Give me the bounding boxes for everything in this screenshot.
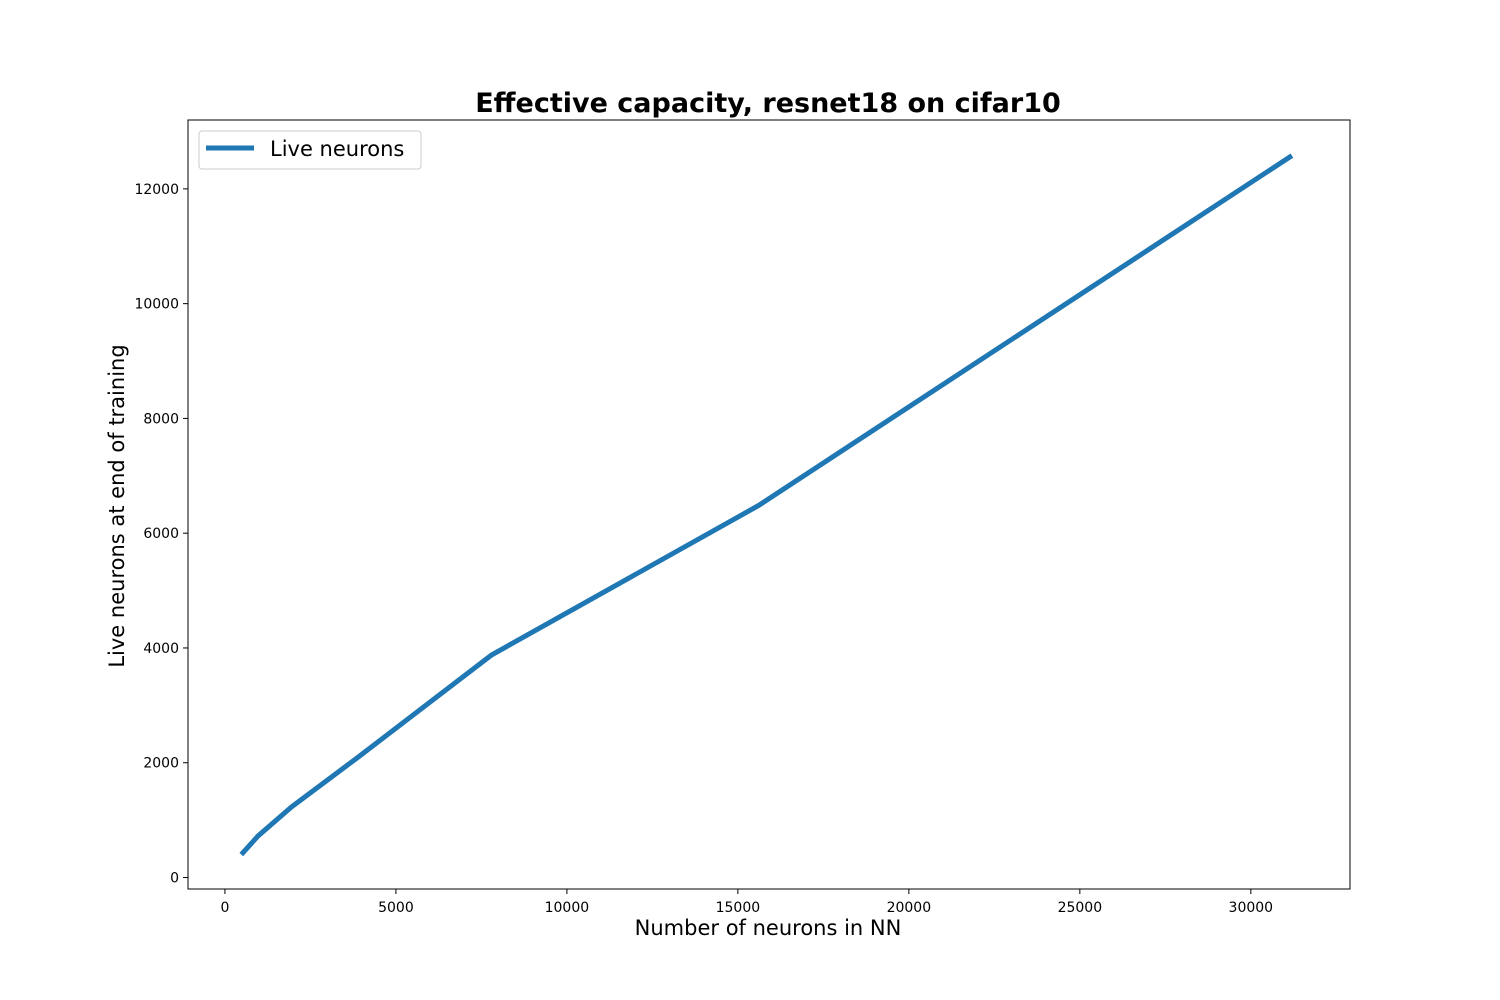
legend-box bbox=[198, 130, 422, 170]
y-tick-label: 4000 bbox=[143, 641, 179, 657]
plot-area bbox=[188, 120, 1350, 889]
plot-frame bbox=[187, 119, 1351, 890]
x-tick-label: 5000 bbox=[378, 900, 414, 916]
x-axis-ticks: 0 5000 10000 15000 20000 25000 30000 bbox=[220, 889, 1273, 916]
y-tick-label: 12000 bbox=[134, 182, 179, 198]
x-tick-label: 20000 bbox=[887, 900, 932, 916]
x-axis-label: Number of neurons in NN bbox=[635, 916, 902, 940]
legend-label-live-neurons: Live neurons bbox=[270, 137, 404, 161]
x-tick-label: 10000 bbox=[545, 900, 590, 916]
y-tick-label: 2000 bbox=[143, 756, 179, 772]
series-line-live-neurons bbox=[239, 153, 1294, 857]
x-tick-label: 0 bbox=[220, 900, 229, 916]
x-tick-label: 15000 bbox=[716, 900, 761, 916]
y-tick-label: 0 bbox=[170, 871, 179, 887]
y-tick-label: 8000 bbox=[143, 411, 179, 427]
y-tick-label: 10000 bbox=[134, 297, 179, 313]
legend: Live neurons bbox=[198, 130, 422, 170]
chart-title: Effective capacity, resnet18 on cifar10 bbox=[475, 88, 1061, 119]
x-tick-label: 25000 bbox=[1058, 900, 1103, 916]
y-axis-label: Live neurons at end of training bbox=[105, 344, 129, 667]
y-axis-ticks: 0 2000 4000 6000 8000 10000 12000 bbox=[134, 182, 188, 887]
x-tick-label: 30000 bbox=[1229, 900, 1274, 916]
y-tick-label: 6000 bbox=[143, 526, 179, 542]
